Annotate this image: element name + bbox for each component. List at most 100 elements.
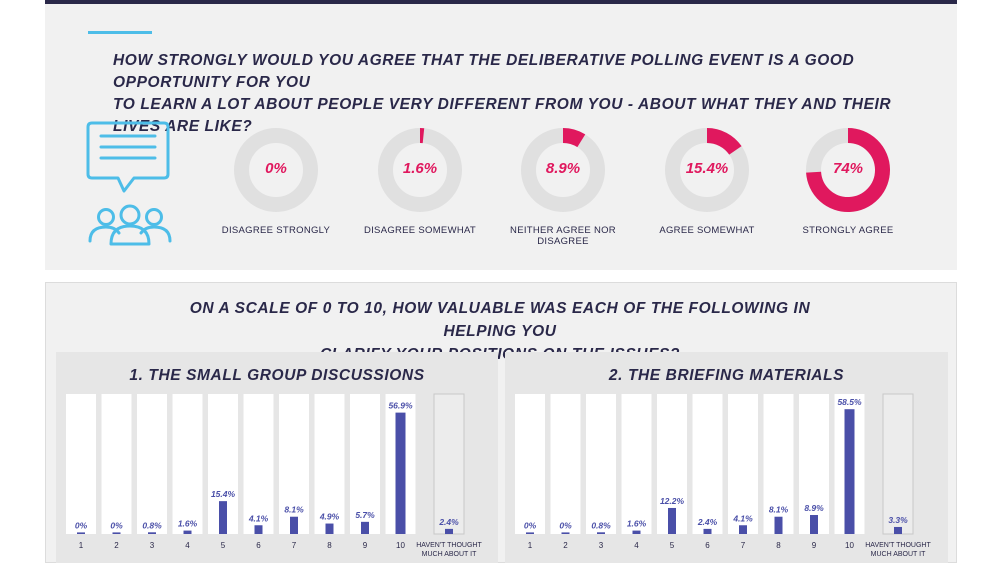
bar-value-label: 3.3%: [888, 515, 908, 525]
bar: [632, 530, 641, 534]
bar-category-label: 4: [634, 541, 639, 550]
bar-value-label: 12.2%: [660, 496, 685, 506]
bar-value-label: 4.9%: [319, 512, 340, 522]
donut-arc: [806, 128, 890, 212]
bar-value-label: 0%: [110, 520, 123, 530]
bar-value-label: 8.9%: [804, 503, 824, 513]
donut-arc: [562, 128, 586, 148]
bar-value-label: 0.8%: [591, 520, 611, 530]
bar: [561, 532, 570, 534]
bar-value-label: 1.6%: [178, 519, 198, 529]
bar-column: [172, 394, 203, 534]
bar-category-label: HAVEN'T THOUGHT: [416, 542, 482, 549]
bar-column: [882, 393, 914, 535]
chat-people-icon: [86, 121, 172, 246]
bar: [526, 532, 534, 534]
bar-column: [279, 394, 309, 534]
bar: [810, 515, 818, 534]
briefing-bar-chart: 0% 1 0% 2 0.8% 3 1.6% 4 12.2% 5 2.4% 6 4.1% 7 8.1% 8 8.9…: [515, 393, 931, 558]
bar-category-label: 1: [528, 541, 533, 550]
bar-category-label: 9: [363, 541, 368, 550]
bar-column: [728, 394, 758, 534]
bar-category-label: MUCH ABOUT IT: [422, 551, 477, 558]
bar-value-label: 4.1%: [248, 513, 269, 523]
bar-value-label: 5.7%: [355, 510, 375, 520]
bar-value-label: 56.9%: [388, 401, 413, 411]
bar-category-label: 5: [221, 541, 226, 550]
bar: [739, 525, 747, 534]
donut-label: DISAGREE STRONGLY: [221, 225, 331, 236]
bar: [77, 532, 85, 534]
bar-category-label: 5: [670, 541, 675, 550]
briefing-title: 2. THE BRIEFING MATERIALS: [608, 367, 845, 384]
bar-category-label: MUCH ABOUT IT: [871, 551, 926, 558]
bar-category-label: 3: [150, 541, 155, 550]
agreement-question: HOW STRONGLY WOULD YOU AGREE THAT THE DE…: [113, 50, 913, 138]
bar-category-label: 7: [292, 541, 297, 550]
bar: [254, 525, 263, 534]
bar: [112, 532, 121, 534]
donut-strongly-agree: [806, 128, 890, 212]
bar-column: [243, 394, 274, 534]
bar-column: [66, 394, 96, 534]
bar-column: [586, 394, 616, 534]
bar-category-label: HAVEN'T THOUGHT: [865, 542, 931, 549]
bar: [395, 412, 406, 534]
bar-column: [350, 394, 380, 534]
donut-neither: [521, 128, 605, 212]
bar-value-label: 2.4%: [697, 517, 718, 527]
donut-disagree-strongly: [234, 128, 318, 212]
bar-category-label: 10: [845, 541, 854, 550]
bar-column: [799, 394, 829, 534]
donut-value: 8.9%: [545, 160, 581, 177]
bar-column: [433, 393, 465, 535]
donut-value: 15.4%: [685, 160, 729, 177]
bar-value-label: 0%: [524, 520, 537, 530]
bar-column: [101, 394, 132, 534]
bar-category-label: 6: [705, 541, 710, 550]
bar-column: [550, 394, 581, 534]
donut-label: STRONGLY AGREE: [802, 225, 894, 236]
bar-category-label: 4: [185, 541, 190, 550]
donut-value: 0%: [265, 160, 287, 177]
bar-category-label: 3: [599, 541, 604, 550]
donut-value: 1.6%: [402, 160, 438, 177]
bar: [668, 507, 676, 534]
discussions-title: 1. THE SMALL GROUP DISCUSSIONS: [129, 367, 425, 384]
bar-category-label: 9: [812, 541, 817, 550]
bar: [183, 530, 192, 534]
discussions-bar-chart: 0% 1 0% 2 0.8% 3 1.6% 4 15.4% 5 4.1% 6 8.1% 7 4.9% 8 5.7…: [66, 393, 482, 558]
bar: [325, 523, 334, 534]
bar: [445, 528, 453, 534]
bar: [703, 528, 712, 534]
bar-value-label: 1.6%: [627, 519, 647, 529]
donut-label: AGREE SOMEWHAT: [659, 225, 755, 236]
bar: [844, 409, 855, 534]
agreement-panel: [45, 4, 957, 270]
bar: [290, 516, 298, 534]
agreement-question-line-1: HOW STRONGLY WOULD YOU AGREE THAT THE DE…: [113, 52, 855, 91]
bar-value-label: 2.4%: [438, 517, 459, 527]
bar-column: [621, 394, 652, 534]
bar-category-label: 8: [327, 541, 332, 550]
bar-column: [692, 394, 723, 534]
donut-agree-somewhat: [665, 128, 749, 212]
bar-value-label: 8.1%: [284, 505, 304, 515]
bar-value-label: 0%: [559, 520, 572, 530]
bar-column: [763, 394, 794, 534]
bar-value-label: 58.5%: [837, 397, 862, 407]
bar-category-label: 1: [79, 541, 84, 550]
bar-category-label: 6: [256, 541, 261, 550]
donut-disagree-somewhat: [378, 128, 462, 212]
bar: [219, 501, 227, 534]
bar-value-label: 0%: [75, 520, 88, 530]
bar-category-label: 2: [114, 541, 119, 550]
bar-value-label: 4.1%: [732, 513, 753, 523]
value-question-line-1: ON A SCALE OF 0 TO 10, HOW VALUABLE WAS …: [189, 300, 811, 340]
bar: [774, 516, 783, 534]
bar: [361, 521, 369, 534]
bar-column: [515, 394, 545, 534]
bar-category-label: 2: [563, 541, 568, 550]
bar-column: [137, 394, 167, 534]
donut-label: DISAGREE SOMEWHAT: [363, 225, 477, 236]
